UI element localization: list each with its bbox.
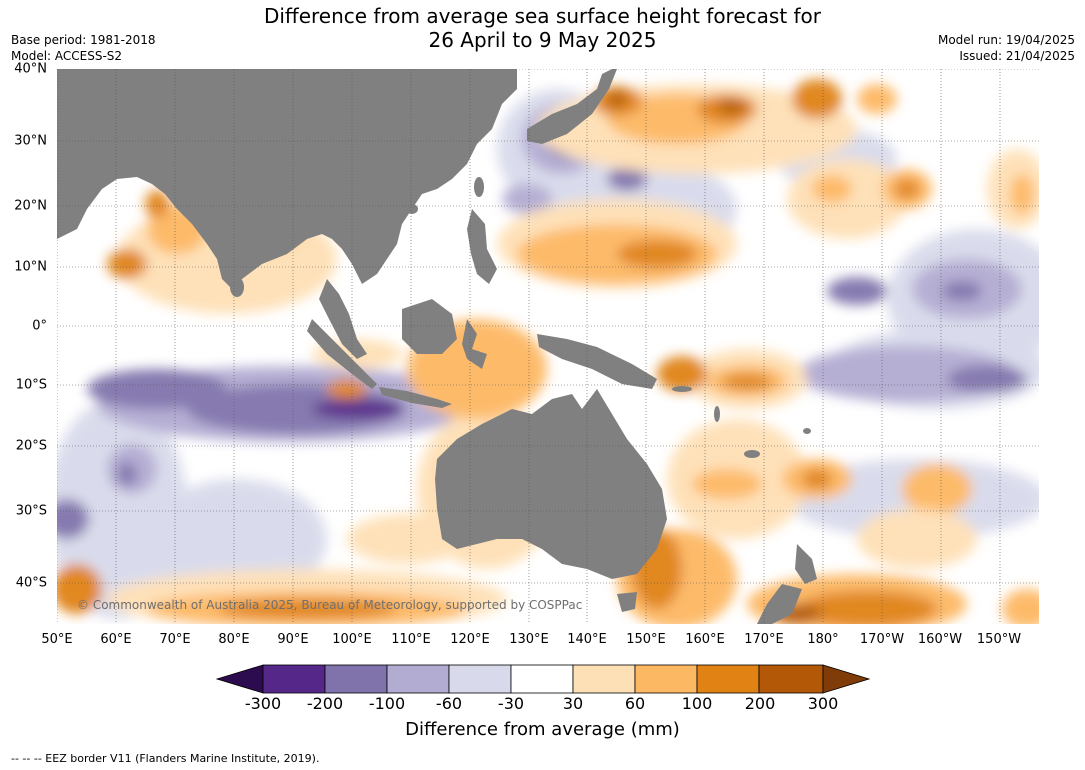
map-canvas	[57, 69, 1039, 624]
title-line-2: 26 April to 9 May 2025	[428, 28, 657, 52]
colorbar-tick: 200	[744, 694, 776, 713]
model-run-text: Model run: 19/04/2025	[937, 33, 1075, 47]
lon-label: 130°E	[509, 632, 549, 647]
lon-label: 160°W	[917, 632, 963, 647]
land-masses	[57, 69, 817, 624]
colorbar-tick: -200	[306, 694, 344, 713]
lon-label: 120°E	[450, 632, 490, 647]
colorbar-tick: -100	[368, 694, 406, 713]
colorbar-segment	[386, 664, 450, 694]
anomaly-field	[57, 79, 1039, 624]
colorbar-segment	[510, 664, 574, 694]
colorbar-label: Difference from average (mm)	[405, 719, 680, 740]
lon-label: 60°E	[100, 632, 132, 647]
lon-label: 100°E	[332, 632, 372, 647]
colorbar-segment	[696, 664, 760, 694]
lon-label: 150°E	[626, 632, 666, 647]
colorbar-segment	[758, 664, 824, 694]
lon-label: 150°W	[976, 632, 1022, 647]
lon-label: 110°E	[391, 632, 431, 647]
metadata-right: Model run: 19/04/2025 Issued: 21/04/2025	[938, 32, 1075, 64]
lat-label: 10°N	[14, 259, 47, 275]
colorbar	[215, 664, 871, 694]
eez-border-note: -- -- -- EEZ border V11 (Flanders Marine…	[11, 752, 320, 765]
colorbar-tick: 60	[624, 694, 646, 713]
issued-text: Issued: 21/04/2025	[959, 49, 1075, 63]
colorbar-tick: -300	[244, 694, 282, 713]
lon-label: 170°E	[744, 632, 784, 647]
colorbar-segment	[262, 664, 326, 694]
lat-label: 0°	[32, 318, 47, 334]
copyright-notice: © Commonwealth of Australia 2025, Bureau…	[77, 598, 583, 612]
lon-label: 170°W	[859, 632, 905, 647]
lon-label: 50°E	[41, 632, 73, 647]
lon-label: 90°E	[277, 632, 309, 647]
metadata-left: Base period: 1981-2018 Model: ACCESS-S2	[11, 32, 156, 64]
colorbar-tick: -60	[435, 694, 463, 713]
lat-label: 40°S	[15, 575, 47, 591]
lon-label: 160°E	[685, 632, 725, 647]
colorbar-tick: -30	[497, 694, 525, 713]
lon-label: 180°	[807, 632, 839, 647]
title-line-1: Difference from average sea surface heig…	[263, 4, 822, 28]
lon-label: 140°E	[567, 632, 607, 647]
lat-label: 30°N	[14, 133, 47, 149]
lon-label: 80°E	[218, 632, 250, 647]
colorbar-segment	[215, 664, 264, 694]
model-text: Model: ACCESS-S2	[11, 49, 123, 63]
colorbar-segment	[324, 664, 388, 694]
lat-label: 20°S	[15, 438, 47, 454]
colorbar-segment	[822, 664, 871, 694]
colorbar-tick: 100	[681, 694, 713, 713]
lat-label: 30°S	[15, 503, 47, 519]
lat-label: 10°S	[15, 377, 47, 393]
colorbar-tick: 300	[807, 694, 839, 713]
base-period-text: Base period: 1981-2018	[11, 33, 156, 47]
colorbar-segment	[634, 664, 698, 694]
sea-surface-height-map	[57, 69, 1039, 624]
lat-label: 40°N	[14, 61, 47, 77]
colorbar-tick: 30	[562, 694, 584, 713]
colorbar-segment	[448, 664, 512, 694]
colorbar-segment	[572, 664, 636, 694]
lon-label: 70°E	[159, 632, 191, 647]
lat-label: 20°N	[14, 198, 47, 214]
graticule	[57, 69, 1039, 624]
map-title: Difference from average sea surface heig…	[0, 4, 1085, 52]
